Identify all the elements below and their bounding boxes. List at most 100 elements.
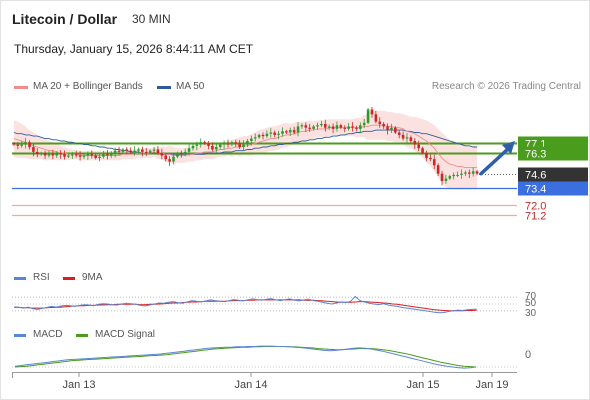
- candle-body: [425, 153, 428, 158]
- candle-body: [475, 171, 479, 174]
- candle-body: [456, 174, 459, 176]
- pivot-label: 74.6: [525, 170, 546, 182]
- candle-body: [370, 109, 374, 115]
- candle-body: [82, 155, 86, 157]
- ma20-legend-label: MA 20 + Bollinger Bands: [33, 81, 143, 92]
- candle-body: [253, 137, 257, 139]
- candle-body: [413, 140, 417, 145]
- rsi-level-label: 30: [525, 308, 537, 319]
- candle-body: [168, 159, 171, 162]
- ma50-legend-label: MA 50: [176, 81, 205, 92]
- candle-body: [86, 154, 90, 156]
- candle-body: [374, 114, 378, 122]
- candle-body: [281, 131, 284, 134]
- candle-body: [187, 148, 191, 152]
- candle-body: [106, 154, 109, 156]
- candle-body: [429, 157, 432, 160]
- resistance-label: 76.3: [525, 149, 546, 161]
- candle-body: [316, 125, 319, 127]
- candle-body: [160, 153, 164, 156]
- candle-body: [195, 144, 199, 146]
- candle-body: [191, 145, 195, 149]
- candle-body: [71, 154, 74, 156]
- candle-body: [362, 122, 366, 126]
- candle-body: [246, 140, 249, 145]
- candle-body: [339, 125, 343, 128]
- candle-body: [152, 149, 156, 151]
- rsi-ma-legend-label: 9MA: [82, 272, 103, 283]
- support-label: 73.4: [525, 184, 546, 196]
- candle-body: [261, 134, 265, 137]
- forecast-arrow-head: [502, 140, 515, 154]
- candle-body: [113, 150, 117, 154]
- candle-body: [215, 147, 218, 150]
- candle-body: [320, 124, 323, 126]
- candle-body: [467, 172, 471, 174]
- rsi-ma-line: [14, 299, 477, 312]
- target-label: 71.2: [525, 211, 546, 223]
- forecast-arrow: [479, 146, 511, 176]
- candle-body: [432, 159, 436, 166]
- macd-signal-legend-label: MACD Signal: [95, 329, 156, 340]
- x-tick-label: Jan 13: [62, 379, 95, 391]
- candle-body: [327, 126, 331, 128]
- candle-body: [331, 126, 335, 129]
- candle-body: [67, 155, 70, 157]
- candle-body: [16, 144, 20, 146]
- rsi-level-label: 50: [525, 298, 537, 309]
- candle-body: [109, 153, 113, 156]
- candle-body: [102, 154, 105, 157]
- candle-body: [226, 143, 230, 145]
- candle-body: [144, 151, 148, 154]
- candle-body: [405, 137, 409, 139]
- candle-body: [448, 176, 452, 179]
- candle-body: [141, 149, 144, 152]
- target-label: 72.0: [525, 201, 546, 213]
- candle-body: [74, 154, 78, 156]
- candle-body: [355, 127, 358, 129]
- resistance-tag: [518, 146, 588, 161]
- candle-body: [292, 130, 296, 133]
- datetime-label: Thursday, January 15, 2026 8:44:11 AM CE…: [14, 42, 254, 56]
- macd-zero-label: 0: [525, 349, 531, 361]
- candle-body: [308, 127, 312, 129]
- candle-body: [390, 127, 393, 131]
- candle-body: [277, 133, 280, 135]
- candle-body: [378, 121, 382, 125]
- candle-body: [401, 134, 405, 139]
- candle-body: [250, 138, 253, 141]
- candle-body: [444, 178, 448, 181]
- candle-body: [386, 126, 389, 131]
- candle-body: [234, 142, 238, 144]
- candle-body: [382, 124, 385, 127]
- candle-body: [238, 143, 241, 148]
- instrument-title: Litecoin / Dollar: [12, 11, 118, 27]
- candle-body: [125, 149, 129, 151]
- macd-line: [14, 345, 477, 369]
- candle-body: [164, 155, 168, 160]
- candle-body: [176, 153, 179, 157]
- candle-body: [285, 131, 288, 133]
- candle-body: [440, 173, 444, 181]
- candle-body: [47, 154, 51, 156]
- ma50-legend-swatch: [157, 86, 171, 89]
- candle-body: [129, 150, 132, 152]
- candle-body: [436, 165, 440, 174]
- candle-body: [460, 173, 463, 175]
- candle-body: [296, 126, 300, 133]
- timeframe-label: 30 MIN: [132, 12, 171, 26]
- candle-body: [148, 150, 152, 154]
- candle-body: [230, 142, 234, 145]
- candle-body: [218, 144, 222, 148]
- x-tick-label: Jan 14: [234, 379, 267, 391]
- candle-body: [199, 142, 203, 145]
- rsi-ma-legend-swatch: [63, 277, 75, 280]
- macd-legend-label: MACD: [33, 329, 63, 340]
- macd-legend-swatch: [14, 334, 26, 337]
- x-tick-label: Jan 19: [475, 379, 508, 391]
- candle-body: [265, 133, 269, 137]
- candle-body: [63, 154, 66, 157]
- candle-body: [117, 150, 121, 152]
- candle-body: [471, 171, 475, 174]
